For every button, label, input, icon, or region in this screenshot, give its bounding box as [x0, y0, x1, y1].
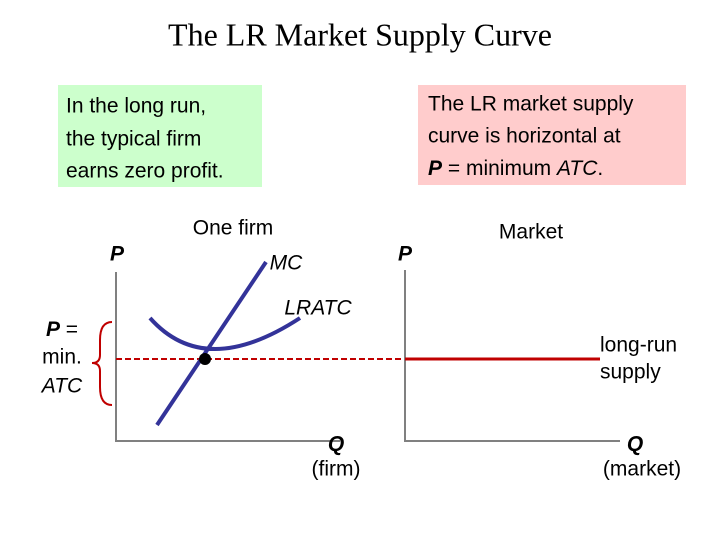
price-label: P =	[46, 318, 78, 341]
mc-label: MC	[270, 252, 303, 275]
x-axis-label: Q	[328, 433, 344, 456]
lratc-label: LRATC	[284, 297, 352, 320]
mc-curve	[155, 260, 268, 427]
price-label: ATC	[40, 375, 83, 398]
note-line: In the long run,	[66, 95, 206, 118]
y-axis-label: P	[110, 243, 125, 266]
title: The LR Market Supply Curve	[168, 16, 552, 52]
note-line: P = minimum ATC.	[428, 157, 603, 180]
axes	[115, 272, 340, 442]
graph-heading: One firm	[193, 217, 274, 240]
pink-note-box	[418, 85, 686, 185]
note-line: the typical firm	[66, 128, 201, 151]
x-axis-label: Q	[627, 433, 643, 456]
note-span: P	[428, 157, 443, 180]
lratc-curve	[148, 316, 302, 351]
supply-label: supply	[600, 361, 661, 384]
graph-heading: Market	[499, 221, 563, 244]
market-graph: P Market long-run supply Q (market)	[398, 221, 681, 481]
note-line: curve is horizontal at	[428, 125, 621, 148]
price-span: P	[46, 318, 61, 341]
note-span: ATC	[555, 157, 598, 180]
equilibrium-dot	[199, 353, 211, 365]
x-axis-note: (firm)	[312, 458, 361, 481]
price-label: min.	[42, 346, 82, 369]
price-span: =	[60, 318, 78, 341]
axes	[404, 270, 620, 442]
y-axis-label: P	[398, 243, 413, 266]
green-note-box	[58, 85, 262, 187]
green-note: In the long run, the typical firm earns …	[66, 95, 224, 183]
note-span: = minimum	[442, 157, 557, 180]
x-axis-note: (market)	[603, 458, 681, 481]
note-line: The LR market supply	[428, 93, 634, 116]
note-span: .	[597, 157, 603, 180]
note-line: earns zero profit.	[66, 160, 224, 183]
brace	[91, 321, 113, 406]
pink-note: The LR market supply curve is horizontal…	[428, 93, 634, 180]
firm-graph: P One firm MC LRATC Q (firm) P = min. AT…	[40, 217, 405, 481]
supply-label: long-run	[600, 334, 677, 357]
